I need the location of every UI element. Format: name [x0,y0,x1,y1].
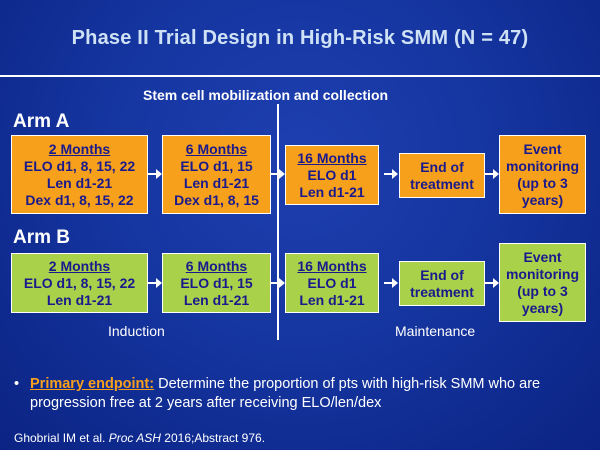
box-line: (up to 3 [517,174,568,191]
arm-a-event-monitoring-box: Event monitoring (up to 3 years) [499,135,586,214]
arm-a-maintenance-box: 16 Months ELO d1 Len d1-21 [285,145,379,205]
box-line: Dex d1, 8, 15 [174,191,259,208]
box-line: Event [523,248,562,265]
box-heading: 16 Months [297,149,367,166]
primary-endpoint-text: Determine the proportion of pts with hig… [30,376,541,411]
arrow-icon [148,167,162,181]
arm-a-induction-box-2: 6 Months ELO d1, 15 Len d1-21 Dex d1, 8,… [162,135,271,214]
box-line: ELO d1, 8, 15, 22 [23,274,136,291]
box-line: years) [521,191,564,208]
box-heading: 2 Months [48,140,111,157]
phase-divider-line [277,104,279,340]
box-line: monitoring [505,265,580,282]
arm-b-maintenance-box: 16 Months ELO d1 Len d1-21 [285,253,379,313]
primary-endpoint-bullet: • Primary endpoint: Determine the propor… [14,375,574,413]
box-line: Event [523,140,562,157]
box-line: (up to 3 [517,282,568,299]
box-line: ELO d1 [307,274,357,291]
box-line: End of [420,158,464,175]
arrow-icon [384,167,398,181]
box-line: treatment [410,175,474,192]
box-line: ELO d1, 15 [180,274,253,291]
box-line: ELO d1, 15 [180,157,253,174]
box-heading: 16 Months [297,257,367,274]
induction-label: Induction [108,323,165,339]
primary-endpoint-heading: Primary endpoint: [30,376,155,392]
arm-a-end-of-treatment-box: End of treatment [399,153,485,198]
box-heading: 6 Months [185,140,248,157]
box-line: Len d1-21 [299,291,365,308]
stem-cell-label: Stem cell mobilization and collection [143,87,389,103]
box-heading: 2 Months [48,257,111,274]
arm-b-end-of-treatment-box: End of treatment [399,261,485,306]
maintenance-label: Maintenance [395,323,476,339]
arrow-icon [384,276,398,290]
box-line: Len d1-21 [183,174,250,191]
box-line: years) [521,299,564,316]
slide-title: Phase II Trial Design in High-Risk SMM (… [71,27,529,49]
box-line: Len d1-21 [46,174,113,191]
box-line: ELO d1, 8, 15, 22 [23,157,136,174]
box-line: Dex d1, 8, 15, 22 [25,191,134,208]
citation-authors: Ghobrial IM et al. [14,431,109,445]
arm-b-induction-box-2: 6 Months ELO d1, 15 Len d1-21 [162,253,271,313]
box-line: End of [420,266,464,283]
arrow-icon [271,167,285,181]
arrow-icon [148,276,162,290]
arm-a-label: Arm A [13,111,70,132]
arm-a-induction-box-1: 2 Months ELO d1, 8, 15, 22 Len d1-21 Dex… [11,135,148,214]
box-line: ELO d1 [307,166,357,183]
box-line: Len d1-21 [183,291,250,308]
bullet-marker: • [14,376,20,392]
box-line: treatment [410,283,474,300]
arm-b-induction-box-1: 2 Months ELO d1, 8, 15, 22 Len d1-21 [11,253,148,313]
box-line: Len d1-21 [46,291,113,308]
arm-b-event-monitoring-box: Event monitoring (up to 3 years) [499,243,586,322]
box-heading: 6 Months [185,257,248,274]
citation-journal: Proc ASH [108,431,161,445]
citation: Ghobrial IM et al. Proc ASH 2016;Abstrac… [14,431,265,445]
citation-details: 2016;Abstract 976. [160,431,266,445]
arrow-icon [485,167,499,181]
arrow-icon [271,276,285,290]
box-line: Len d1-21 [299,183,365,200]
bullet-text-block: Primary endpoint: Determine the proporti… [30,375,574,413]
arrow-icon [485,276,499,290]
title-divider [0,75,600,77]
arm-b-label: Arm B [13,227,71,248]
box-line: monitoring [505,157,580,174]
